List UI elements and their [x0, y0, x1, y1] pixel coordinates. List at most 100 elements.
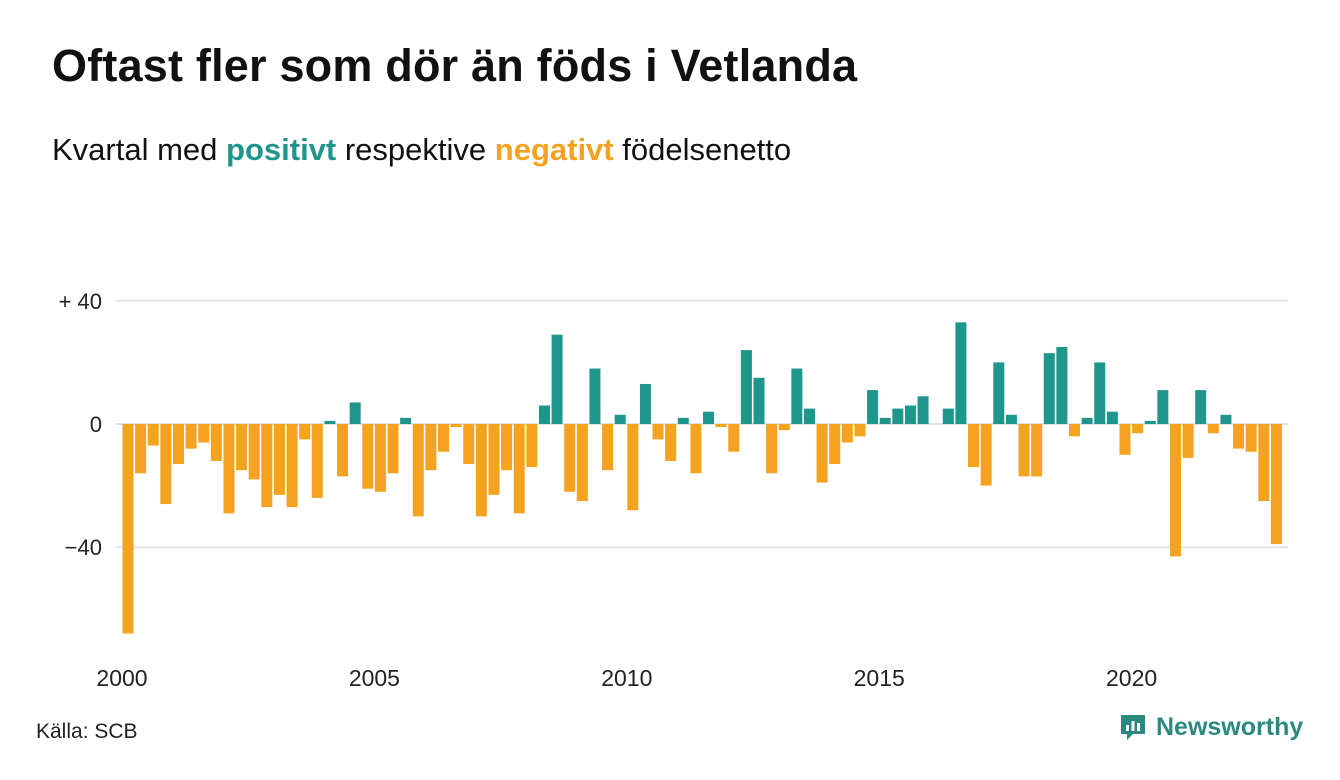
bar — [1119, 424, 1131, 455]
bar — [980, 424, 992, 486]
bar — [778, 424, 790, 431]
bar — [715, 424, 727, 428]
bar — [904, 405, 916, 424]
bar — [198, 424, 210, 443]
bar — [1031, 424, 1043, 477]
bar — [1056, 347, 1068, 424]
bar — [450, 424, 462, 428]
subtitle-positive-word: positivt — [226, 132, 337, 167]
bar — [475, 424, 487, 517]
y-tick-label: −40 — [65, 535, 102, 560]
gridlines — [116, 299, 1288, 549]
bar — [728, 424, 740, 452]
x-tick-label: 2020 — [1106, 665, 1157, 691]
bar — [501, 424, 513, 471]
bar — [753, 377, 765, 424]
bar — [942, 408, 954, 424]
bar — [438, 424, 449, 452]
brand-name: Newsworthy — [1156, 712, 1304, 741]
bar — [791, 368, 803, 424]
bar — [488, 424, 500, 495]
bar — [551, 334, 563, 424]
bar — [400, 417, 412, 424]
bar — [968, 424, 980, 468]
bar — [286, 424, 298, 508]
bar — [172, 424, 184, 465]
bar — [147, 424, 159, 446]
bar — [1005, 414, 1017, 424]
bar — [273, 424, 285, 495]
bar — [463, 424, 475, 465]
bar — [1081, 417, 1093, 424]
bar — [412, 424, 424, 517]
bar — [349, 402, 361, 424]
bar — [1094, 362, 1106, 424]
bar — [589, 368, 601, 424]
bar — [248, 424, 260, 480]
bar — [690, 424, 702, 474]
bar — [1258, 424, 1270, 501]
bar — [387, 424, 399, 474]
bar — [1069, 424, 1080, 437]
y-tick-label: 0 — [90, 412, 102, 437]
subtitle-negative-word: negativt — [494, 132, 614, 167]
bar — [955, 322, 967, 424]
bar — [425, 424, 437, 471]
bar — [223, 424, 235, 514]
bar — [1233, 424, 1245, 449]
x-tick-label: 2005 — [349, 665, 400, 691]
bar — [538, 405, 550, 424]
subtitle-prefix: Kvartal med — [52, 132, 227, 167]
bar — [1132, 424, 1144, 434]
y-tick-label: + 40 — [59, 289, 102, 314]
x-tick-label: 2000 — [96, 665, 147, 691]
bar — [1270, 424, 1282, 545]
bar — [1157, 390, 1169, 424]
bar — [1106, 411, 1118, 424]
brand-logo: Newsworthy — [1118, 712, 1303, 742]
bar — [639, 383, 651, 424]
x-tick-label: 2010 — [601, 665, 652, 691]
bar — [236, 424, 248, 471]
bar — [879, 417, 891, 424]
bar — [1144, 420, 1156, 424]
bar — [261, 424, 273, 508]
bar — [841, 424, 853, 443]
bar — [1182, 424, 1194, 458]
bar — [1018, 424, 1030, 477]
bar — [854, 424, 866, 437]
bar — [917, 396, 929, 424]
x-tick-label: 2015 — [854, 665, 905, 691]
bar — [867, 390, 879, 424]
bar — [602, 424, 614, 471]
bar — [1220, 414, 1232, 424]
bar — [652, 424, 664, 440]
bar — [1043, 353, 1055, 424]
newsworthy-logo-icon — [1121, 715, 1145, 740]
bar — [362, 424, 374, 489]
bar — [627, 424, 639, 511]
bar — [816, 424, 828, 483]
bar — [614, 414, 626, 424]
bar — [1169, 424, 1181, 557]
bar — [576, 424, 588, 501]
bar — [513, 424, 525, 514]
bar — [564, 424, 576, 492]
source-note: Källa: SCB — [36, 720, 138, 743]
bar — [210, 424, 222, 461]
bar — [1245, 424, 1257, 452]
bar — [160, 424, 172, 505]
bar — [829, 424, 841, 465]
bar — [1195, 390, 1207, 424]
bar — [665, 424, 677, 461]
bar — [526, 424, 538, 468]
bar — [740, 350, 752, 424]
bar — [185, 424, 197, 449]
axis-labels: + 40 0 −40 2000 2005 2010 2015 2020 — [59, 289, 1158, 691]
bar — [324, 420, 336, 424]
bar — [677, 417, 689, 424]
bar — [993, 362, 1005, 424]
bars — [122, 322, 1282, 634]
chart-subtitle: Kvartal med positivt respektive negativt… — [52, 132, 791, 168]
